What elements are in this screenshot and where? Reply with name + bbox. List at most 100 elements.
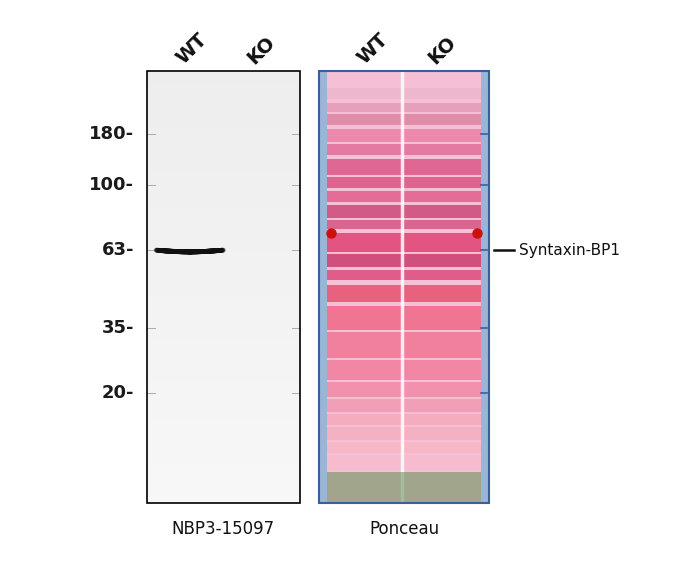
Bar	[147, 244, 300, 248]
Text: 35-: 35-	[102, 319, 134, 337]
Bar	[147, 157, 300, 162]
Bar	[327, 473, 481, 503]
Bar	[147, 455, 300, 460]
Bar	[147, 270, 300, 274]
Bar	[319, 71, 489, 503]
Bar	[147, 433, 300, 438]
Bar	[147, 88, 300, 93]
Text: Syntaxin-BP1: Syntaxin-BP1	[519, 243, 620, 258]
Bar	[147, 481, 300, 486]
Bar	[147, 231, 300, 235]
Bar	[147, 261, 300, 265]
Bar	[147, 114, 300, 119]
Bar	[147, 477, 300, 481]
Bar	[147, 140, 300, 144]
Bar	[147, 170, 300, 174]
Bar	[147, 473, 300, 477]
Bar	[327, 414, 481, 425]
Bar	[147, 227, 300, 231]
Bar	[327, 103, 481, 112]
Bar	[147, 494, 300, 498]
Bar	[147, 373, 300, 378]
Bar	[147, 257, 300, 261]
Bar	[147, 352, 300, 356]
Bar	[147, 205, 300, 209]
Bar	[147, 80, 300, 84]
Bar	[147, 425, 300, 429]
Bar	[327, 130, 481, 142]
Bar	[147, 378, 300, 382]
Bar	[147, 252, 300, 257]
Bar	[147, 451, 300, 455]
Bar	[327, 114, 481, 125]
Bar	[147, 490, 300, 494]
Bar	[327, 160, 481, 174]
Bar	[147, 486, 300, 490]
Bar	[147, 71, 300, 76]
Bar	[147, 239, 300, 244]
Bar	[327, 205, 481, 218]
Bar	[147, 101, 300, 106]
Bar	[147, 468, 300, 473]
Bar	[327, 455, 481, 470]
Bar	[147, 106, 300, 110]
Bar	[147, 153, 300, 157]
Bar	[327, 144, 481, 155]
Text: NBP3-15097: NBP3-15097	[172, 520, 275, 538]
Bar	[147, 174, 300, 179]
Bar	[147, 123, 300, 127]
Bar	[147, 395, 300, 399]
Bar	[147, 399, 300, 403]
Bar	[327, 233, 481, 252]
Text: 63-: 63-	[102, 241, 134, 259]
Bar	[147, 222, 300, 227]
Bar	[147, 360, 300, 365]
Bar	[147, 408, 300, 412]
Bar	[327, 427, 481, 440]
Bar	[147, 369, 300, 373]
Bar	[147, 162, 300, 166]
Bar	[327, 332, 481, 358]
Bar	[147, 304, 300, 308]
Bar	[147, 144, 300, 149]
Bar	[147, 214, 300, 218]
Bar	[147, 325, 300, 330]
Text: KO: KO	[243, 33, 279, 68]
Bar	[147, 403, 300, 408]
Bar	[147, 196, 300, 201]
Bar	[147, 321, 300, 325]
Bar	[327, 88, 481, 99]
Bar	[147, 308, 300, 313]
Bar	[147, 343, 300, 347]
Bar	[319, 71, 489, 503]
Bar	[147, 365, 300, 369]
Bar	[147, 429, 300, 433]
Bar	[147, 71, 300, 503]
Bar	[147, 287, 300, 291]
Bar	[147, 278, 300, 282]
Bar	[327, 270, 481, 281]
Bar	[147, 421, 300, 425]
Text: 20-: 20-	[102, 383, 134, 402]
Bar	[147, 93, 300, 97]
Bar	[147, 356, 300, 360]
Bar	[147, 382, 300, 386]
Bar	[327, 360, 481, 379]
Text: KO: KO	[424, 33, 460, 68]
Bar	[147, 84, 300, 88]
Bar	[147, 131, 300, 136]
Bar	[147, 282, 300, 287]
Bar	[327, 442, 481, 453]
Bar	[147, 339, 300, 343]
Bar	[327, 285, 481, 302]
Text: WT: WT	[173, 30, 211, 68]
Bar	[147, 460, 300, 464]
Bar	[147, 300, 300, 304]
Text: Ponceau: Ponceau	[369, 520, 439, 538]
Bar	[327, 71, 481, 503]
Bar	[147, 179, 300, 183]
Bar	[327, 220, 481, 228]
Bar	[147, 97, 300, 101]
Bar	[147, 412, 300, 416]
Bar	[147, 166, 300, 170]
